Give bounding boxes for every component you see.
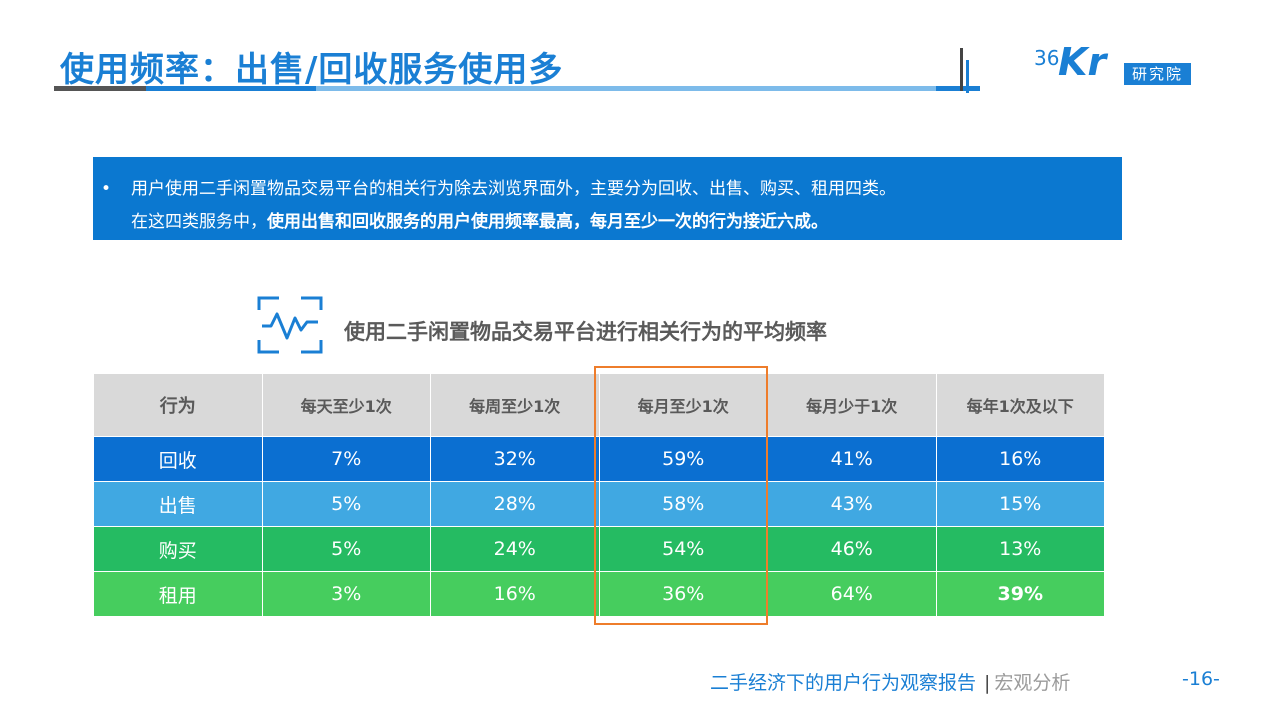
header-daily: 每天至少1次: [261, 373, 431, 437]
table-cell-emphasis: 39%: [935, 571, 1105, 617]
table-cell: 5%: [261, 526, 431, 572]
summary-line-2: 在这四类服务中，使用出售和回收服务的用户使用频率最高，每月至少一次的行为接近六成…: [131, 206, 1102, 239]
table-title: 使用二手闲置物品交易平台进行相关行为的平均频率: [344, 320, 827, 344]
table-cell: 32%: [430, 436, 600, 482]
summary-banner: • 用户使用二手闲置物品交易平台的相关行为除去浏览界面外，主要分为回收、出售、购…: [93, 157, 1122, 240]
table-cell: 24%: [430, 526, 600, 572]
summary-line-2-prefix: 在这四类服务中，: [131, 212, 267, 232]
report-name: 二手经济下的用户行为观察报告: [710, 672, 977, 694]
table-header-row: 行为 每天至少1次 每周至少1次 每月至少1次 每月少于1次 每年1次及以下: [93, 373, 1105, 437]
table-row-rent: 租用 3% 16% 36% 64% 39%: [93, 571, 1105, 617]
pulse-chart-icon: [257, 296, 323, 354]
summary-line-1: 用户使用二手闲置物品交易平台的相关行为除去浏览界面外，主要分为回收、出售、购买、…: [131, 179, 896, 199]
header-weekly: 每周至少1次: [430, 373, 600, 437]
row-label: 回收: [93, 436, 263, 482]
table-cell: 7%: [261, 436, 431, 482]
table-cell: 54%: [598, 526, 768, 572]
section-name: 宏观分析: [994, 672, 1071, 694]
bullet: •: [101, 179, 112, 199]
table-cell: 28%: [430, 481, 600, 527]
footer-separator: |: [984, 672, 991, 694]
table-cell: 15%: [935, 481, 1105, 527]
table-row-sell: 出售 5% 28% 58% 43% 15%: [93, 481, 1105, 527]
page-title: 使用频率：出售/回收服务使用多: [60, 50, 564, 90]
row-label: 租用: [93, 571, 263, 617]
logo-letters: Kr: [1058, 40, 1107, 84]
table-cell: 59%: [598, 436, 768, 482]
header-behavior: 行为: [93, 373, 263, 437]
table-cell: 5%: [261, 481, 431, 527]
logo-badge: 研究院: [1124, 63, 1192, 85]
footer: 二手经济下的用户行为观察报告 | 宏观分析: [710, 668, 1070, 695]
table-row-buy: 购买 5% 24% 54% 46% 13%: [93, 526, 1105, 572]
page-number: -16-: [1182, 668, 1220, 690]
table-cell: 64%: [767, 571, 937, 617]
table-cell: 36%: [598, 571, 768, 617]
row-label: 购买: [93, 526, 263, 572]
table-cell: 41%: [767, 436, 937, 482]
table-cell: 13%: [935, 526, 1105, 572]
header-less-than-monthly: 每月少于1次: [767, 373, 937, 437]
title-underline: [54, 48, 980, 93]
header-monthly: 每月至少1次: [598, 373, 768, 437]
table-row-recycle: 回收 7% 32% 59% 41% 16%: [93, 436, 1105, 482]
table-cell: 46%: [767, 526, 937, 572]
table-cell: 58%: [598, 481, 768, 527]
table-cell: 43%: [767, 481, 937, 527]
table-cell: 16%: [430, 571, 600, 617]
brand-logo: 36 Kr 研究院: [1032, 40, 1212, 92]
table-cell: 3%: [261, 571, 431, 617]
row-label: 出售: [93, 481, 263, 527]
header-yearly-or-less: 每年1次及以下: [935, 373, 1105, 437]
table-cell: 16%: [935, 436, 1105, 482]
summary-line-2-highlight: 使用出售和回收服务的用户使用频率最高，每月至少一次的行为接近六成。: [267, 212, 828, 232]
logo-number: 36: [1034, 46, 1060, 70]
frequency-table: 行为 每天至少1次 每周至少1次 每月至少1次 每月少于1次 每年1次及以下 回…: [93, 373, 1105, 617]
